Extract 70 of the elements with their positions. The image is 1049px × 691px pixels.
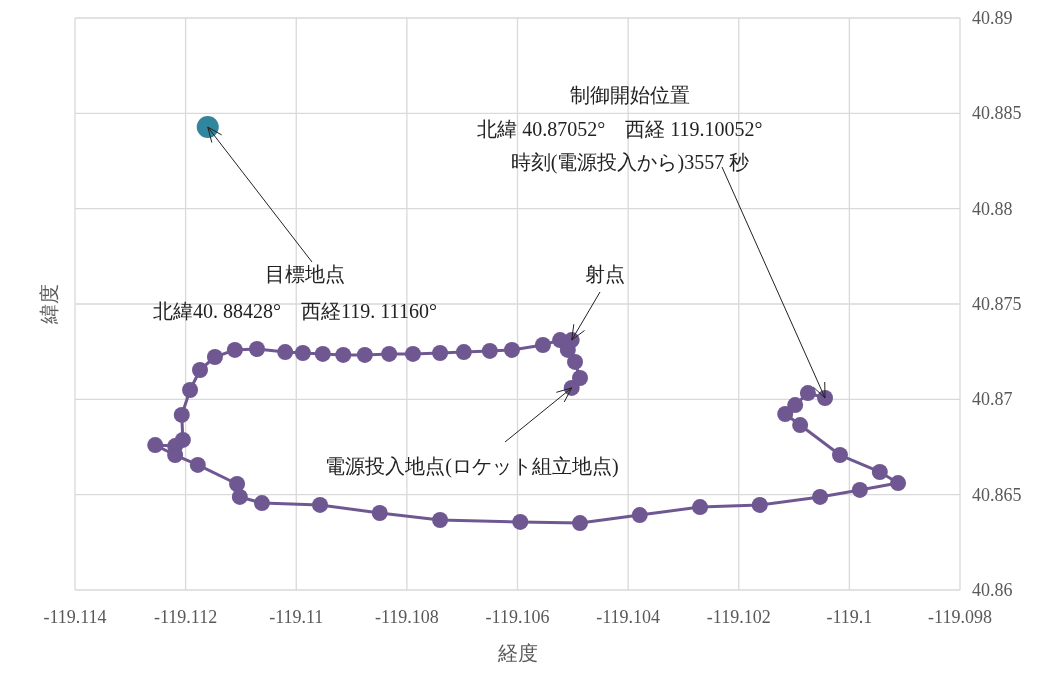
annotation: 射点 xyxy=(585,263,625,285)
point xyxy=(572,515,588,532)
x-tick-label: -119.104 xyxy=(596,607,661,627)
point xyxy=(777,406,794,423)
annotation: 電源投入地点(ロケット組立地点) xyxy=(325,387,619,477)
point xyxy=(432,512,449,529)
point xyxy=(294,345,311,361)
point xyxy=(512,513,529,530)
point xyxy=(312,496,329,513)
y-tick-label: 40.865 xyxy=(972,484,1022,505)
point xyxy=(147,437,164,454)
annotation: 電源投入地点(ロケット組立地点) xyxy=(325,455,619,478)
x-tick-label: -119.114 xyxy=(43,607,107,627)
point xyxy=(248,341,265,357)
point xyxy=(277,344,294,361)
x-axis-title: 経度 xyxy=(496,642,538,664)
point xyxy=(229,475,246,492)
annotation: 射点 xyxy=(571,263,625,341)
point xyxy=(381,345,398,362)
point xyxy=(567,353,584,370)
point xyxy=(189,456,206,473)
point xyxy=(481,342,498,359)
point xyxy=(890,475,907,492)
x-tick-label: -119.1 xyxy=(826,607,873,627)
point xyxy=(253,495,270,512)
point xyxy=(432,345,449,361)
y-tick-label: 40.875 xyxy=(972,294,1022,314)
x-tick-label: -119.102 xyxy=(706,607,771,627)
point xyxy=(335,346,352,363)
point xyxy=(371,504,388,521)
point xyxy=(173,406,190,423)
point xyxy=(799,385,816,402)
point xyxy=(572,369,588,386)
y-tick-label: 40.86 xyxy=(972,580,1013,600)
point xyxy=(534,336,551,353)
x-tick-label: -119.11 xyxy=(269,607,324,627)
annotation: 制御開始位置 xyxy=(570,84,690,106)
point xyxy=(314,345,331,362)
annotation: 目標地点 xyxy=(207,126,345,285)
point xyxy=(231,488,248,505)
point xyxy=(792,417,809,434)
x-tick-label: -119.106 xyxy=(485,607,550,627)
y-tick-label: 40.89 xyxy=(972,8,1013,28)
y-tick-label: 40.885 xyxy=(972,103,1022,124)
annotation: 時刻(電源投入から)3557 秒 xyxy=(510,151,750,174)
y-tick-label: 40.87 xyxy=(972,389,1013,410)
point xyxy=(503,341,520,358)
point xyxy=(404,345,421,362)
x-tick-label: -119.112 xyxy=(154,607,218,627)
annotation: 目標地点 xyxy=(265,263,345,285)
point xyxy=(751,496,768,513)
point xyxy=(631,507,648,524)
point xyxy=(356,346,373,363)
point xyxy=(812,488,829,505)
point xyxy=(787,397,804,414)
point xyxy=(851,481,868,498)
point xyxy=(692,499,709,516)
point xyxy=(192,361,209,378)
y-tick-label: 40.88 xyxy=(972,198,1013,219)
annotation: 北緯 40.87052° 西経 119.10052° xyxy=(477,118,763,140)
point xyxy=(871,463,888,480)
y-axis-title: 緯度 xyxy=(38,284,60,325)
point xyxy=(455,344,472,361)
point xyxy=(226,341,243,358)
point xyxy=(182,381,199,398)
point xyxy=(206,349,223,366)
x-tick-label: -119.108 xyxy=(374,607,439,627)
x-tick-label: -119.098 xyxy=(928,607,992,627)
point xyxy=(831,447,848,464)
annotation: 北緯40. 88428° 西経119. 11160° xyxy=(153,300,437,322)
